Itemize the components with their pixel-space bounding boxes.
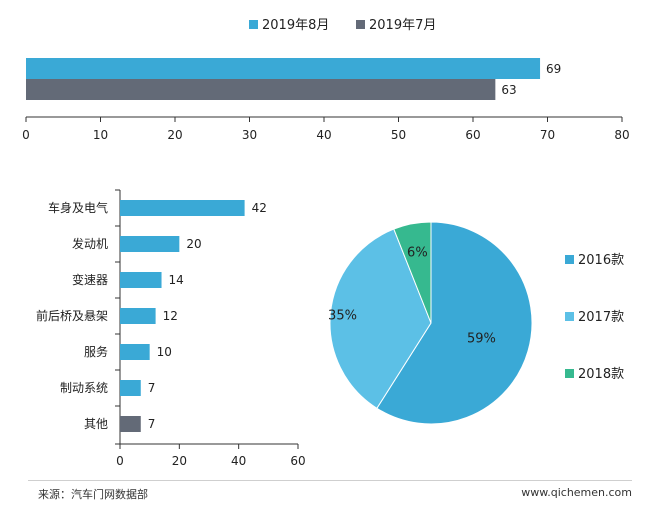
- category-label-5: 制动系统: [60, 381, 108, 395]
- pie-slice-label-2: 6%: [407, 246, 428, 261]
- category-bar-value-1: 20: [186, 237, 201, 251]
- category-bar-value-4: 10: [157, 345, 172, 359]
- month-bar-0: [26, 58, 541, 79]
- top-x-tick-label-4: 40: [316, 128, 331, 142]
- category-label-2: 变速器: [72, 272, 108, 287]
- category-bar-4: [120, 344, 150, 360]
- top-x-tick-label-8: 80: [614, 128, 629, 142]
- legend-swatch-1: [356, 20, 365, 29]
- category-bar-2: [120, 272, 162, 288]
- category-bar-value-3: 12: [163, 309, 178, 323]
- month-bar-value-0: 69: [546, 62, 561, 76]
- category-bar-value-5: 7: [148, 381, 156, 395]
- website-label: www.qichemen.com: [521, 486, 632, 499]
- category-label-4: 服务: [84, 344, 108, 359]
- top-x-tick-label-3: 30: [242, 128, 257, 142]
- pie-slice-1: [329, 228, 432, 409]
- category-bar-6: [120, 416, 141, 432]
- pie-slice-2: [393, 221, 432, 324]
- category-bar-value-2: 14: [169, 273, 184, 287]
- pie-slice-label-0: 59%: [467, 332, 496, 347]
- top-x-tick-label-5: 50: [391, 128, 406, 142]
- category-bar-1: [120, 236, 180, 252]
- category-x-tick-label-3: 60: [290, 454, 305, 468]
- legend-swatch-0: [249, 20, 258, 29]
- legend-label-1: 2019年7月: [369, 18, 436, 33]
- pie-slice-0: [376, 221, 533, 425]
- top-x-tick-label-2: 20: [167, 128, 182, 142]
- top-x-tick-label-7: 70: [540, 128, 555, 142]
- pie-legend-label-0: 2016款: [578, 253, 624, 268]
- source-note: 来源：汽车门网数据部: [38, 488, 148, 501]
- pie-slice-label-1: 35%: [328, 309, 357, 324]
- category-label-1: 发动机: [72, 236, 108, 251]
- category-x-tick-label-0: 0: [116, 454, 124, 468]
- month-bar-1: [26, 79, 496, 100]
- category-bar-3: [120, 308, 156, 324]
- pie-legend-label-1: 2017款: [578, 310, 624, 325]
- top-x-tick-label-6: 60: [465, 128, 480, 142]
- footer-divider: [28, 480, 632, 481]
- category-bar-value-0: 42: [252, 201, 267, 215]
- pie-legend-swatch-1: [565, 312, 574, 321]
- pie-legend-swatch-0: [565, 255, 574, 264]
- category-x-tick-label-2: 40: [231, 454, 246, 468]
- top-x-tick-label-0: 0: [22, 128, 30, 142]
- category-label-3: 前后桥及悬架: [36, 308, 108, 323]
- pie-legend-label-2: 2018款: [578, 367, 624, 382]
- category-label-0: 车身及电气: [48, 200, 108, 215]
- pie-legend-swatch-2: [565, 369, 574, 378]
- category-label-6: 其他: [84, 417, 108, 431]
- category-bar-value-6: 7: [148, 417, 156, 431]
- month-bar-value-1: 63: [501, 83, 516, 97]
- category-bar-5: [120, 380, 141, 396]
- category-x-tick-label-1: 20: [172, 454, 187, 468]
- category-bar-0: [120, 200, 245, 216]
- top-x-tick-label-1: 10: [93, 128, 108, 142]
- legend-label-0: 2019年8月: [262, 18, 329, 33]
